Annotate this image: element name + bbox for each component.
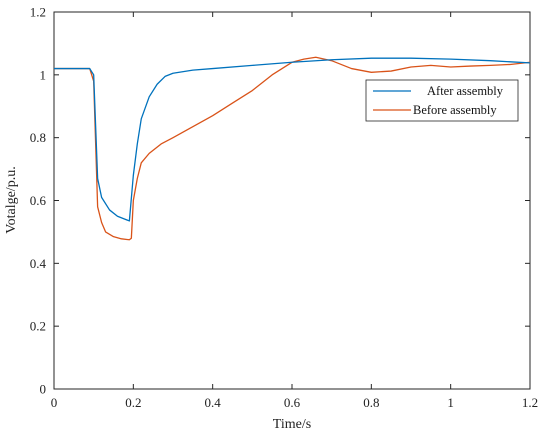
- x-tick-label: 0: [51, 395, 58, 410]
- y-tick-label: 0.8: [30, 130, 46, 145]
- series-line-before-assembly: [54, 56, 531, 241]
- y-tick-label: 1.2: [30, 5, 46, 20]
- x-tick-label: 1.2: [522, 395, 538, 410]
- y-axis-label: Votalge/p.u.: [4, 166, 19, 233]
- legend-label-after: After assembly: [427, 84, 504, 98]
- legend-box: [365, 79, 519, 122]
- y-tick-label: 0: [40, 382, 47, 397]
- y-tick-label: 0.4: [30, 256, 47, 271]
- x-tick-label: 0.4: [205, 395, 222, 410]
- y-tick-label: 1: [40, 67, 47, 82]
- tick-marks: [53, 11, 531, 390]
- x-axis-label: Time/s: [273, 417, 311, 432]
- x-tick-label: 0.6: [284, 395, 301, 410]
- x-tick-labels: 0 0.2 0.4 0.6 0.8 1 1.2: [51, 395, 538, 410]
- series-lines: [54, 56, 531, 241]
- plot-frame: [53, 11, 531, 390]
- legend: After assembly Before assembly: [365, 79, 519, 122]
- y-tick-label: 0.6: [30, 193, 47, 208]
- x-tick-label: 1: [447, 395, 454, 410]
- y-tick-labels: 0 0.2 0.4 0.6 0.8 1 1.2: [30, 5, 47, 397]
- series-line-after-assembly: [54, 57, 531, 222]
- y-tick-label: 0.2: [30, 319, 46, 334]
- x-tick-label: 0.8: [363, 395, 379, 410]
- legend-label-before: Before assembly: [413, 103, 497, 117]
- x-tick-label: 0.2: [125, 395, 141, 410]
